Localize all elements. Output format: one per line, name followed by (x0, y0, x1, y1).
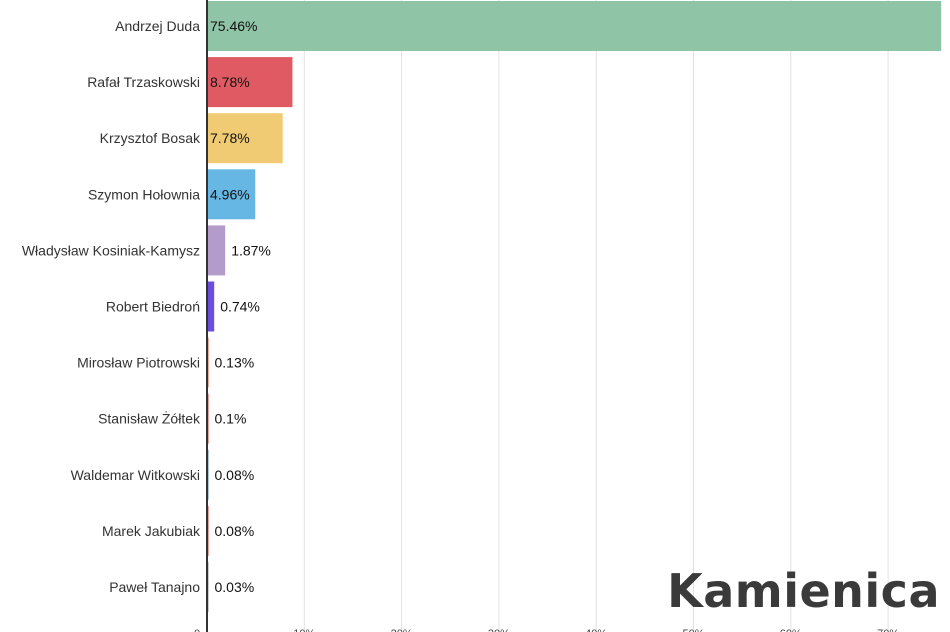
category-label: Waldemar Witkowski (71, 467, 200, 483)
x-tick-label: 70% (877, 628, 899, 632)
value-label: 0.08% (215, 523, 255, 539)
x-tick-label: 60% (780, 628, 802, 632)
category-label: Stanisław Żółtek (98, 410, 201, 427)
category-label: Władysław Kosiniak-Kamysz (22, 242, 200, 258)
value-label: 1.87% (231, 242, 271, 258)
x-tick-label: 20% (391, 628, 413, 632)
category-label: Marek Jakubiak (102, 523, 201, 539)
value-label: 8.78% (210, 74, 250, 90)
value-label: 75.46% (210, 18, 257, 34)
category-label: Szymon Hołownia (88, 186, 200, 202)
category-label: Krzysztof Bosak (100, 130, 201, 146)
x-tick-label: 40% (585, 628, 607, 632)
bar (207, 281, 215, 332)
bar (207, 1, 942, 51)
category-label: Andrzej Duda (115, 18, 200, 34)
category-label: Robert Biedroń (106, 299, 200, 315)
bar (207, 113, 283, 164)
category-label: Mirosław Piotrowski (77, 355, 200, 371)
value-label: 4.96% (210, 186, 250, 202)
watermark-logo: Kamienica (667, 564, 940, 618)
value-label: 0.03% (215, 579, 255, 595)
value-label: 0.13% (215, 355, 255, 371)
x-tick-label: 30% (488, 628, 510, 632)
category-label: Rafał Trzaskowski (87, 74, 200, 90)
x-tick-label: 0 (194, 628, 200, 632)
category-label: Paweł Tanajno (109, 579, 200, 595)
value-label: 0.08% (215, 467, 255, 483)
value-label: 0.74% (220, 299, 260, 315)
value-label: 0.1% (215, 411, 247, 427)
value-label: 7.78% (210, 130, 250, 146)
bar (207, 169, 256, 220)
bar (207, 225, 226, 276)
bar (207, 57, 293, 108)
x-tick-label: 10% (293, 628, 315, 632)
x-tick-label: 50% (682, 628, 704, 632)
